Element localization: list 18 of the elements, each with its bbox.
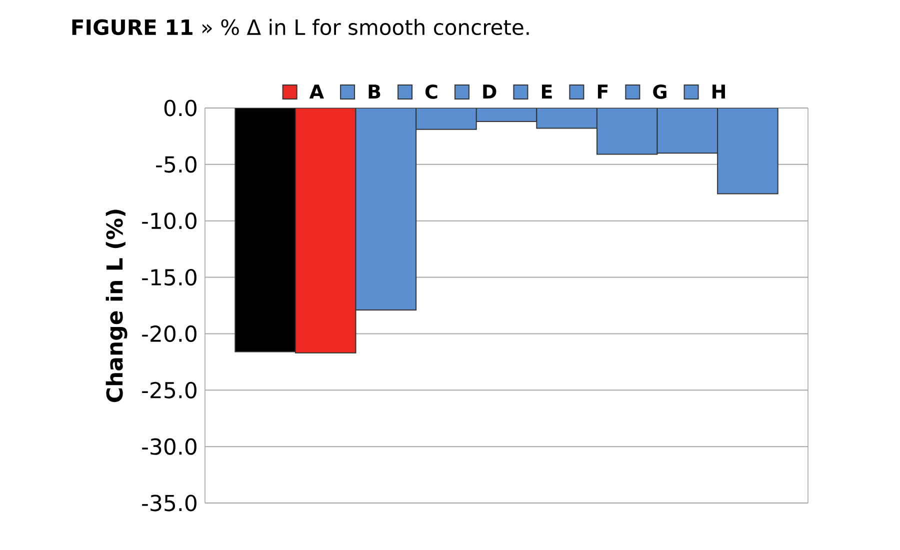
- y-tick-label: -15.0: [142, 268, 196, 286]
- y-tick-label: -25.0: [142, 382, 196, 398]
- y-tick-label: 0.0: [164, 100, 196, 116]
- legend-label: E: [542, 84, 552, 98]
- legend-label: C: [425, 84, 438, 99]
- y-tick-label: -35.0: [142, 494, 196, 512]
- chart-title: FIGURE 11 » % Δ in L for smooth concrete.: [72, 18, 529, 36]
- legend-label: G: [653, 84, 666, 99]
- y-tick-label: -30.0: [142, 438, 196, 455]
- legend-label: B: [368, 84, 380, 98]
- y-tick-label: -5.0: [156, 156, 196, 173]
- legend-label: D: [483, 84, 496, 98]
- y-axis-title: Change in L (%): [106, 210, 128, 402]
- legend-label: F: [598, 84, 608, 98]
- y-tick-label: -10.0: [142, 212, 196, 230]
- y-tick-label: -20.0: [142, 325, 196, 342]
- legend-label: H: [712, 84, 725, 98]
- legend-label: A: [309, 84, 324, 98]
